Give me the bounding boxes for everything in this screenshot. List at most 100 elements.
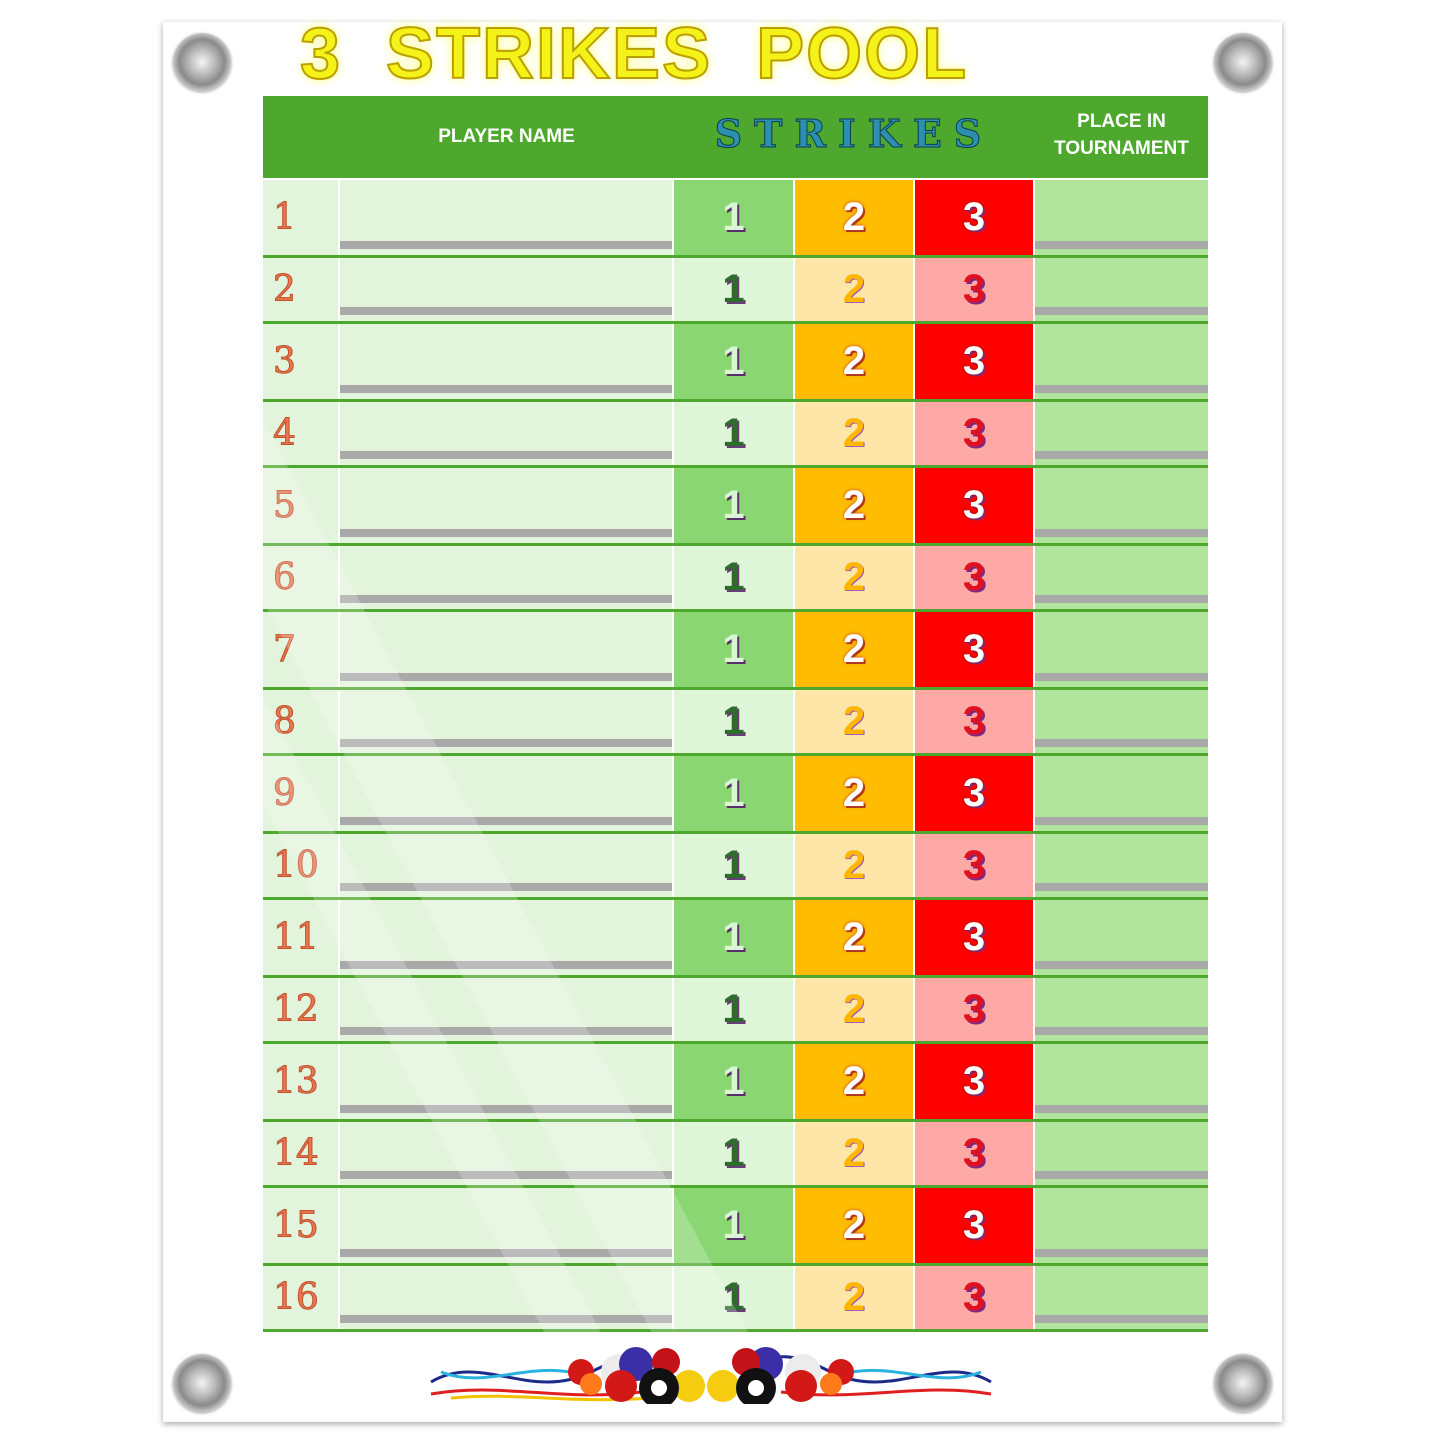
player-row: 11 1 2 3 <box>263 900 1208 978</box>
player-name-field[interactable] <box>340 1266 672 1329</box>
player-row: 14 1 2 3 <box>263 1122 1208 1188</box>
strike-1-box[interactable]: 1 <box>674 1044 793 1119</box>
strike-2-box[interactable]: 2 <box>795 834 913 897</box>
player-name-field[interactable] <box>340 690 672 753</box>
strike-1-box[interactable]: 1 <box>674 402 793 465</box>
strike-3-box[interactable]: 3 <box>915 834 1033 897</box>
strike-2-box[interactable]: 2 <box>795 1266 913 1329</box>
strike-2-box[interactable]: 2 <box>795 1122 913 1185</box>
strike-3-box[interactable]: 3 <box>915 402 1033 465</box>
strike-2-box[interactable]: 2 <box>795 180 913 255</box>
strike-3-box[interactable]: 3 <box>915 1188 1033 1263</box>
place-field[interactable] <box>1035 546 1208 609</box>
place-field[interactable] <box>1035 978 1208 1041</box>
strike-1-box[interactable]: 1 <box>674 978 793 1041</box>
player-name-field[interactable] <box>340 978 672 1041</box>
strike-2-box[interactable]: 2 <box>795 402 913 465</box>
strike-2-box[interactable]: 2 <box>795 978 913 1041</box>
strikes-header: STRIKES <box>714 111 994 157</box>
strike-2-box[interactable]: 2 <box>795 612 913 687</box>
strike-1-box[interactable]: 1 <box>674 690 793 753</box>
writing-line <box>1035 739 1208 747</box>
strike-2-box[interactable]: 2 <box>795 900 913 975</box>
strike-2-box[interactable]: 2 <box>795 546 913 609</box>
player-name-field[interactable] <box>340 258 672 321</box>
place-field[interactable] <box>1035 1266 1208 1329</box>
place-field[interactable] <box>1035 756 1208 831</box>
row-divider <box>263 831 1208 834</box>
strike-1-box[interactable]: 1 <box>674 324 793 399</box>
strike-1-box[interactable]: 1 <box>674 468 793 543</box>
place-field[interactable] <box>1035 1122 1208 1185</box>
strike-1-box[interactable]: 1 <box>674 1266 793 1329</box>
row-divider <box>263 897 1208 900</box>
strike-1-box[interactable]: 1 <box>674 546 793 609</box>
writing-line <box>340 529 672 537</box>
player-name-field[interactable] <box>340 756 672 831</box>
player-name-field[interactable] <box>340 324 672 399</box>
strike-1-box[interactable]: 1 <box>674 756 793 831</box>
row-divider <box>263 975 1208 978</box>
strike-1-box[interactable]: 1 <box>674 258 793 321</box>
place-field[interactable] <box>1035 180 1208 255</box>
writing-line <box>1035 1315 1208 1323</box>
player-name-field[interactable] <box>340 900 672 975</box>
writing-line <box>340 385 672 393</box>
row-divider <box>263 465 1208 468</box>
place-field[interactable] <box>1035 258 1208 321</box>
place-field[interactable] <box>1035 690 1208 753</box>
strike-3-box[interactable]: 3 <box>915 1044 1033 1119</box>
strike-3-box[interactable]: 3 <box>915 324 1033 399</box>
writing-line <box>1035 961 1208 969</box>
player-name-field[interactable] <box>340 468 672 543</box>
strike-3-box[interactable]: 3 <box>915 546 1033 609</box>
row-divider <box>263 543 1208 546</box>
strike-3-box[interactable]: 3 <box>915 258 1033 321</box>
writing-line <box>340 1027 672 1035</box>
strike-2-box[interactable]: 2 <box>795 690 913 753</box>
row-number: 6 <box>263 546 338 609</box>
strike-3-box[interactable]: 3 <box>915 900 1033 975</box>
player-name-field[interactable] <box>340 612 672 687</box>
place-field[interactable] <box>1035 324 1208 399</box>
place-field[interactable] <box>1035 1188 1208 1263</box>
strike-1-box[interactable]: 1 <box>674 1188 793 1263</box>
strike-2-box[interactable]: 2 <box>795 756 913 831</box>
strike-1-box[interactable]: 1 <box>674 612 793 687</box>
strike-2-box[interactable]: 2 <box>795 1188 913 1263</box>
place-field[interactable] <box>1035 612 1208 687</box>
strike-1-box[interactable]: 1 <box>674 900 793 975</box>
strike-1-box[interactable]: 1 <box>674 1122 793 1185</box>
strike-2-box[interactable]: 2 <box>795 468 913 543</box>
strike-1-box[interactable]: 1 <box>674 834 793 897</box>
strike-2-box[interactable]: 2 <box>795 1044 913 1119</box>
player-name-field[interactable] <box>340 1122 672 1185</box>
screw-bottom-left-icon <box>173 1354 231 1412</box>
strike-2-box[interactable]: 2 <box>795 258 913 321</box>
player-name-field[interactable] <box>340 1044 672 1119</box>
player-name-field[interactable] <box>340 834 672 897</box>
strike-3-box[interactable]: 3 <box>915 180 1033 255</box>
strike-3-box[interactable]: 3 <box>915 1266 1033 1329</box>
place-field[interactable] <box>1035 900 1208 975</box>
place-field[interactable] <box>1035 402 1208 465</box>
strike-3-box[interactable]: 3 <box>915 756 1033 831</box>
strike-3-box[interactable]: 3 <box>915 1122 1033 1185</box>
player-name-field[interactable] <box>340 402 672 465</box>
place-field[interactable] <box>1035 468 1208 543</box>
strike-3-box[interactable]: 3 <box>915 690 1033 753</box>
writing-line <box>1035 1027 1208 1035</box>
place-field[interactable] <box>1035 834 1208 897</box>
strike-3-box[interactable]: 3 <box>915 468 1033 543</box>
strike-1-box[interactable]: 1 <box>674 180 793 255</box>
row-number: 3 <box>263 324 338 399</box>
strike-2-box[interactable]: 2 <box>795 324 913 399</box>
player-name-field[interactable] <box>340 180 672 255</box>
player-name-field[interactable] <box>340 1188 672 1263</box>
strike-3-box[interactable]: 3 <box>915 612 1033 687</box>
place-field[interactable] <box>1035 1044 1208 1119</box>
strike-3-box[interactable]: 3 <box>915 978 1033 1041</box>
row-number: 8 <box>263 690 338 753</box>
player-name-field[interactable] <box>340 546 672 609</box>
